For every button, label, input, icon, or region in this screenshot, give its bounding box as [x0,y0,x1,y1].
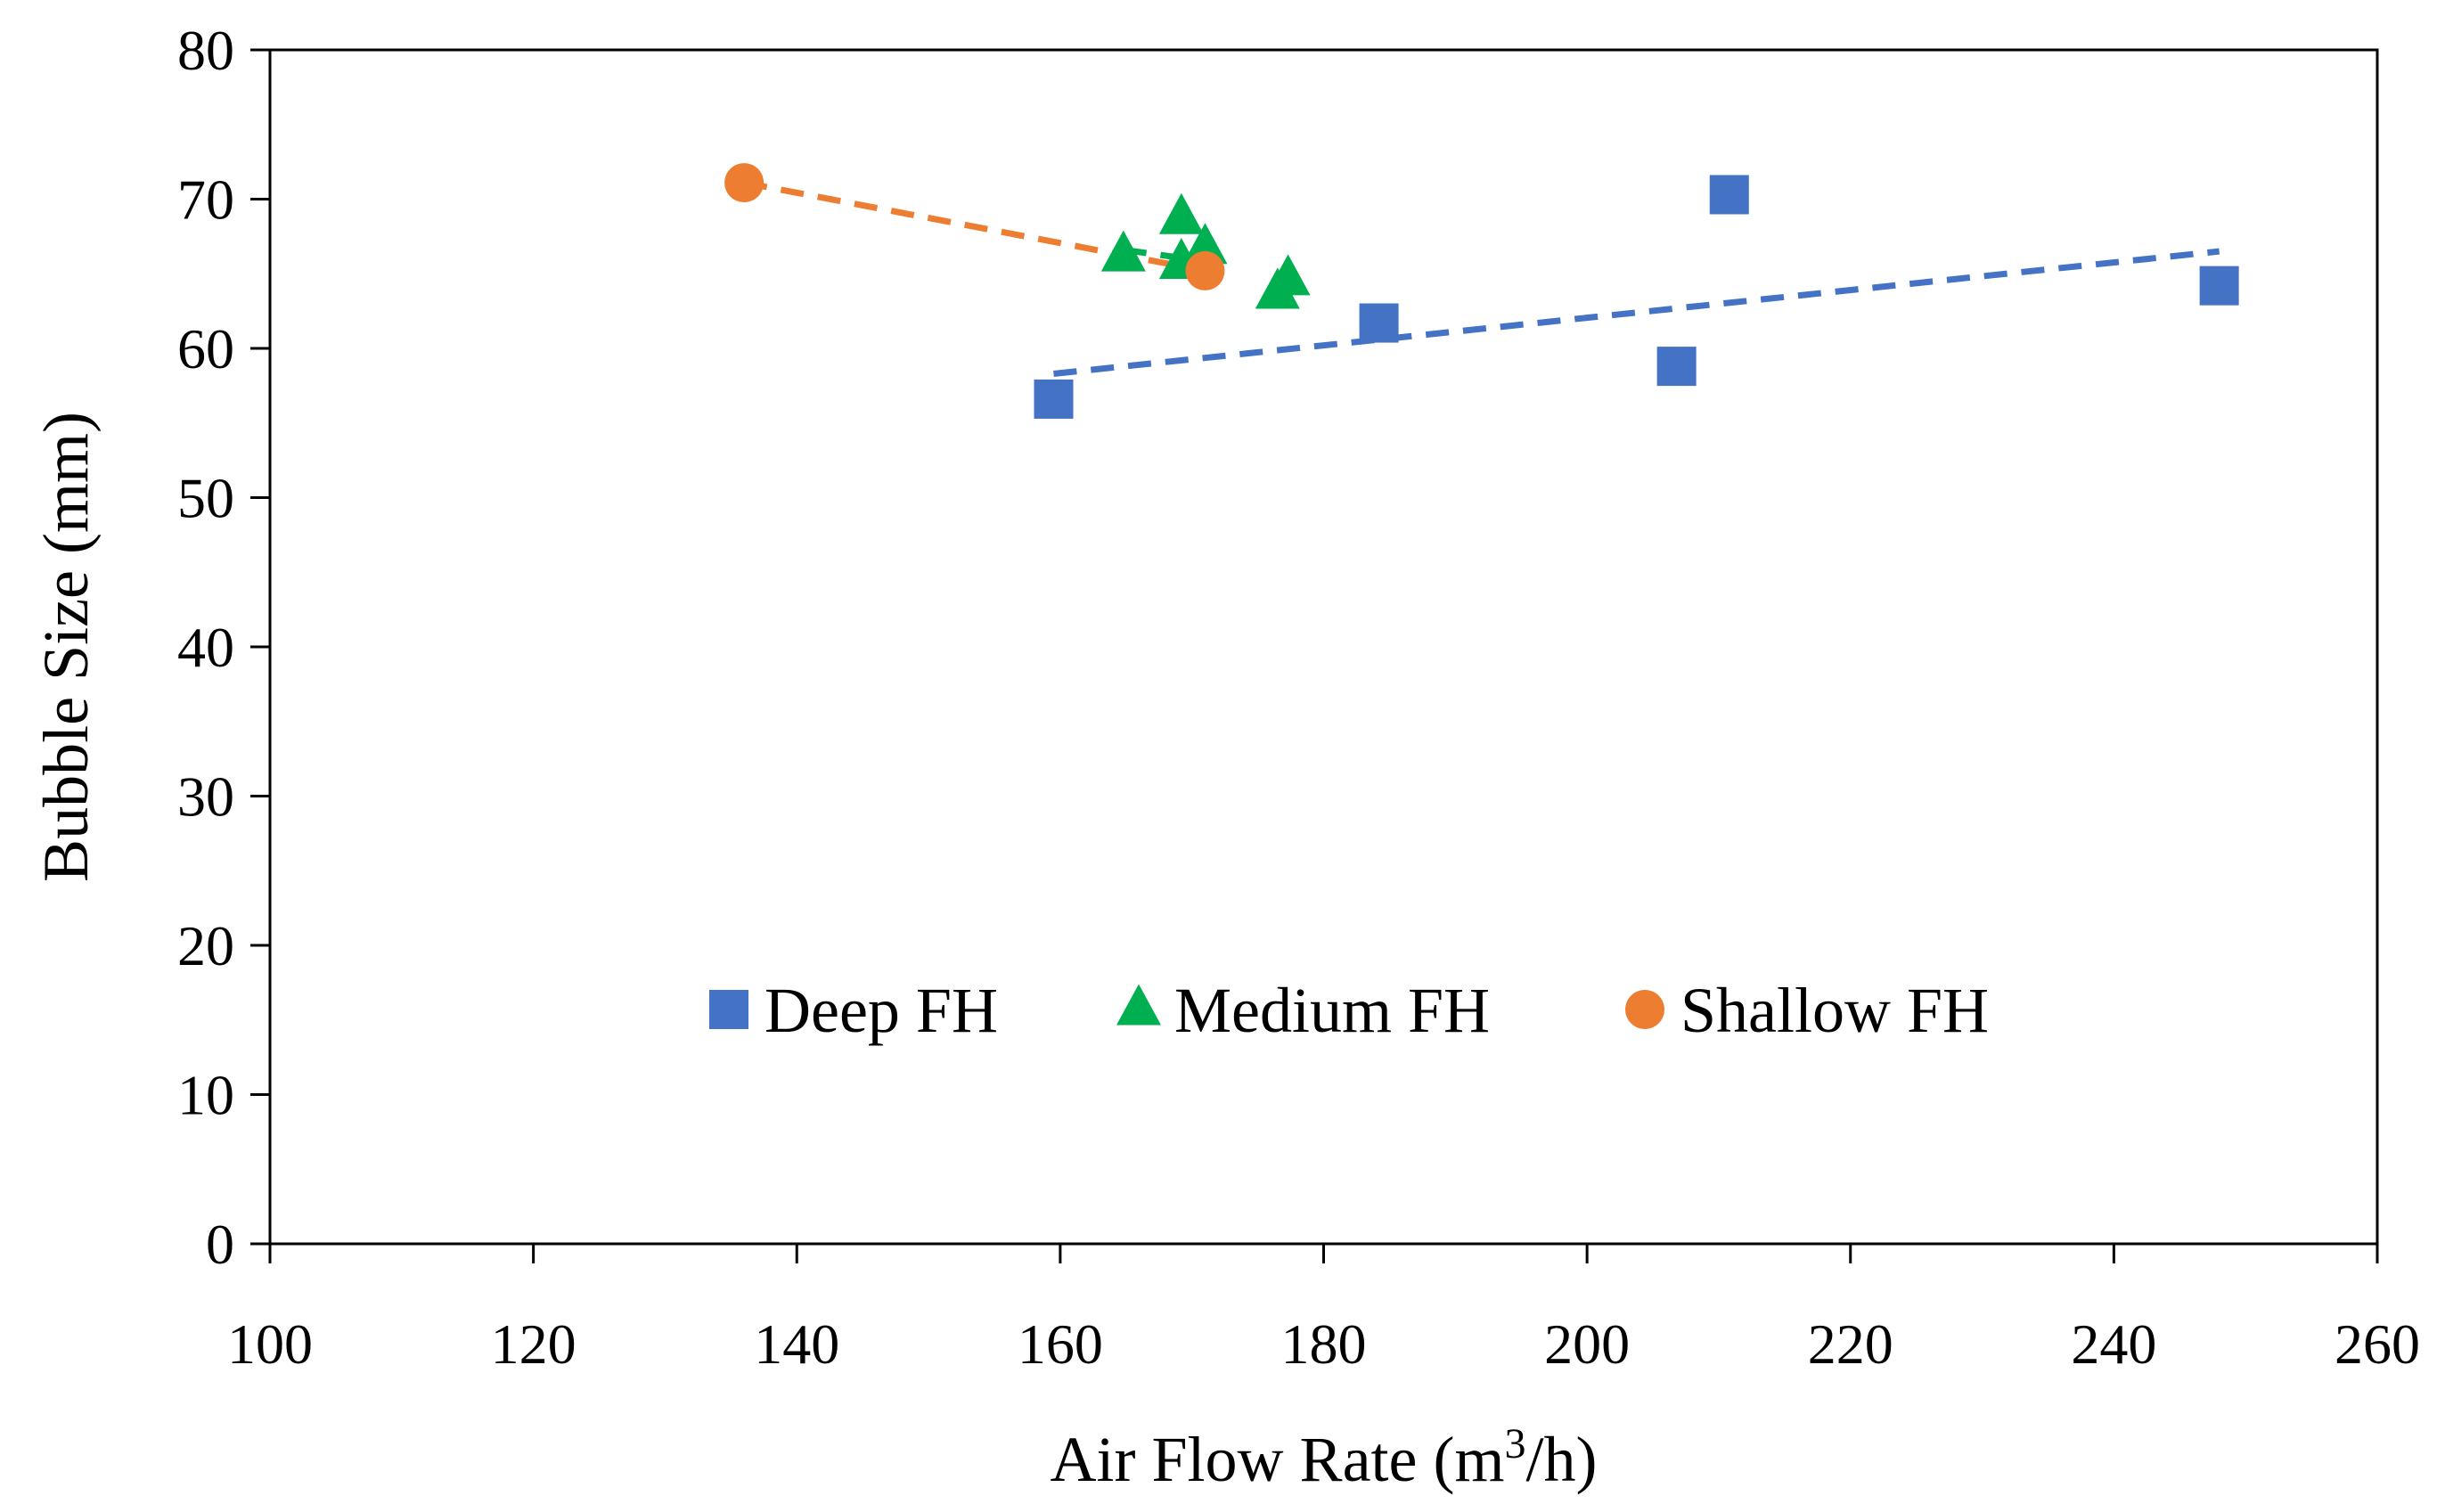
legend-marker-medium-fh [1116,984,1161,1026]
legend-marker-deep-fh [709,990,748,1029]
data-point-shallow-fh [1185,250,1225,290]
y-tick-label: 30 [177,765,234,829]
x-axis-ticks: 100 120 140 160 180 200 220 240 260 [227,1244,2420,1376]
x-axis-title-main: Air Flow Rate (m [1051,1424,1505,1495]
y-tick-label: 80 [177,19,234,82]
x-tick-label: 200 [1544,1312,1630,1376]
data-point-deep-fh [1034,379,1074,419]
x-tick-label: 160 [1018,1312,1103,1376]
y-axis-title: Bubble Size (mm) [30,412,102,882]
y-axis-ticks: 0 10 20 30 40 50 60 70 80 [177,19,270,1276]
data-point-medium-fh [1158,192,1204,234]
x-tick-label: 120 [491,1312,576,1376]
legend-label-shallow-fh: Shallow FH [1680,975,1989,1046]
y-tick-label: 60 [177,317,234,380]
x-axis-title: Air Flow Rate (m3/h) [1051,1420,1598,1495]
x-tick-label: 260 [2335,1312,2420,1376]
y-tick-label: 0 [206,1213,234,1276]
data-point-deep-fh [1656,347,1697,387]
x-tick-label: 180 [1281,1312,1367,1376]
y-tick-label: 40 [177,616,234,679]
x-tick-label: 220 [1808,1312,1893,1376]
data-point-deep-fh [1709,175,1749,215]
legend-marker-shallow-fh [1625,990,1664,1029]
data-points [724,163,2239,419]
x-axis-title-suffix: /h) [1525,1424,1597,1495]
legend-label-deep-fh: Deep FH [765,975,998,1046]
x-tick-label: 240 [2071,1312,2156,1376]
y-tick-label: 10 [177,1064,234,1127]
legend: Deep FH Medium FH Shallow FH [709,975,1989,1046]
y-tick-label: 70 [177,168,234,232]
y-tick-label: 50 [177,467,234,530]
data-point-deep-fh [2199,266,2239,306]
trendline-deep-fh [1053,248,2220,377]
x-tick-label: 140 [754,1312,839,1376]
data-point-medium-fh [1182,223,1228,265]
legend-label-medium-fh: Medium FH [1174,975,1490,1046]
x-axis-title-superscript: 3 [1504,1420,1525,1467]
data-point-medium-fh [1100,230,1146,272]
data-point-deep-fh [1359,303,1399,343]
data-point-medium-fh [1265,254,1311,296]
x-tick-label: 100 [227,1312,313,1376]
data-point-shallow-fh [724,163,765,203]
y-tick-label: 20 [177,914,234,977]
